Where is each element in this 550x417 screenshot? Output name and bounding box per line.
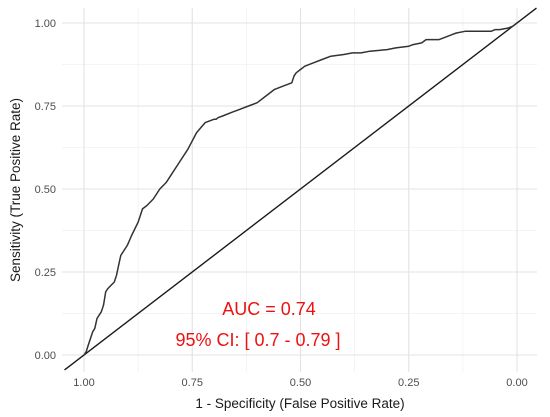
roc-curve-line <box>83 22 518 356</box>
y-tick-label: 0.75 <box>35 101 56 113</box>
y-tick-label: 0.00 <box>35 350 56 362</box>
roc-curve-layer <box>83 22 518 356</box>
x-tick-label: 0.50 <box>290 377 311 389</box>
x-axis-title: 1 - Specificity (False Positive Rate) <box>195 396 404 411</box>
reference-diagonal-line <box>64 7 537 371</box>
x-tick-label: 1.00 <box>73 377 94 389</box>
y-tick-label: 0.25 <box>35 267 56 279</box>
tick-labels: 1.00 0.75 0.50 0.25 0.00 0.00 0.25 0.50 0.75 1.00 <box>35 18 528 389</box>
x-tick-label: 0.25 <box>398 377 419 389</box>
x-tick-label: 0.75 <box>182 377 203 389</box>
y-tick-label: 1.00 <box>35 18 56 30</box>
y-tick-label: 0.50 <box>35 184 56 196</box>
y-axis-title: Sensitivity (True Positive Rate) <box>8 98 23 282</box>
auc-annotation: AUC = 0.74 <box>222 299 316 319</box>
reference-diagonal-layer <box>64 7 537 371</box>
x-tick-label: 0.00 <box>506 377 527 389</box>
ci-annotation: 95% CI: [ 0.7 - 0.79 ] <box>175 330 340 350</box>
